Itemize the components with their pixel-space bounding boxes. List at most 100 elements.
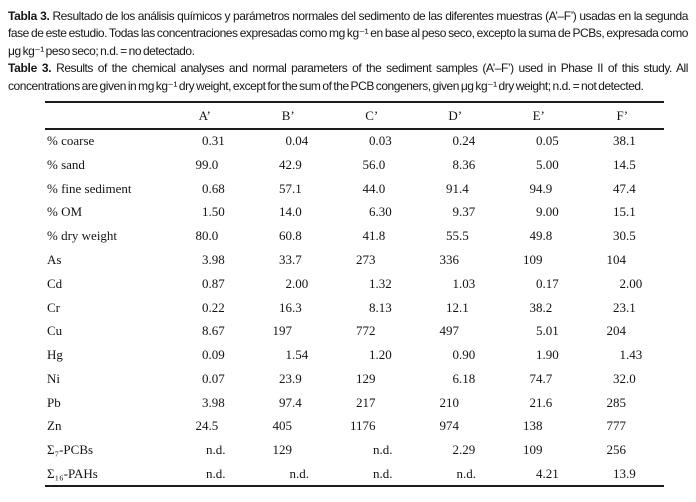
value-cell: 42.9 [247,153,331,177]
value-integer-part: 30 [613,228,626,244]
value-fraction-part: .03 [459,275,476,291]
value-fraction-part: .13 [375,299,392,315]
value-cell: n.d. [247,462,331,486]
value-cell: 14.5 [581,153,665,177]
table-row: % fine sediment 0.68 57.1 44.0 91.4 94.9 47.4 [45,177,664,201]
value-cell: 16.3 [247,296,331,320]
value-integer-part: 0 [452,347,460,363]
value-integer-part: 60 [279,228,292,244]
value-cell: 104 [581,248,665,272]
value-fraction-part: .1 [626,204,636,220]
value-integer-part: 4 [536,465,543,481]
value-fraction-part: .98 [208,251,225,267]
value-fraction-part: .21 [542,465,559,481]
value-fraction-part: .4 [626,180,636,196]
value-cell: 256 [581,438,665,462]
value-integer-part: 129 [356,370,376,386]
value-fraction-part: .04 [292,133,309,149]
value-fraction-part: .24 [459,133,476,149]
value-cell: 5.01 [497,319,581,343]
value-integer-part: 3 [202,394,209,410]
column-header: A’ [198,107,211,123]
value-integer-part: 405 [272,418,293,434]
value-cell: 2.00 [247,272,331,296]
value-cell: 109 [497,438,581,462]
value-integer-part: 497 [439,323,460,339]
value-integer-part: 44 [362,180,376,196]
value-cell: 23.9 [247,367,331,391]
corner-cell [45,102,163,129]
value-fraction-part: .6 [542,394,553,410]
value-integer-part: 0 [202,180,209,196]
value-integer-part: 210 [439,394,460,410]
value-cell: 1176 [330,415,414,439]
value-integer-part: 74 [529,370,543,386]
value-fraction-part: .37 [459,204,476,220]
value-integer-part: 104 [606,251,627,267]
value-cell: 129 [330,367,414,391]
not-detected-value: n.d. [456,465,477,481]
value-cell: 8.36 [414,153,498,177]
table-caption-block: Tabla 3. Resultado de los análisis quími… [8,8,688,95]
value-integer-part: 38 [529,299,543,315]
value-cell: 0.31 [163,129,247,153]
value-integer-part: 1 [202,204,209,220]
value-cell: 1.90 [497,343,581,367]
value-integer-part: 1176 [349,418,376,434]
value-cell: 0.24 [414,129,498,153]
value-fraction-part: .30 [375,204,392,220]
table-row: Σ₇-PCBs n.d. 129 n.d. 2.29 109 256 [45,438,664,462]
value-fraction-part: .18 [459,370,476,386]
value-cell: 405 [247,415,331,439]
value-fraction-part: .1 [626,133,636,149]
value-cell: 217 [330,391,414,415]
value-cell: 15.1 [581,200,665,224]
value-cell: 129 [247,438,331,462]
value-integer-part: 138 [523,418,543,434]
value-integer-part: 109 [523,442,543,458]
value-integer-part: 0 [202,275,209,291]
value-fraction-part: .0 [375,180,386,196]
value-integer-part: 14 [279,204,292,220]
value-integer-part: 217 [356,394,376,410]
row-label: Σ₁₆-PAHs [47,465,98,481]
value-fraction-part: .9 [292,156,302,172]
value-fraction-part: .00 [542,156,559,172]
value-fraction-part: .9 [292,370,302,386]
value-integer-part: 129 [272,442,293,458]
value-cell: 1.43 [581,343,665,367]
table-row: As 3.98 33.7 273 336 109 104 [45,248,664,272]
value-fraction-part: .5 [626,228,636,244]
value-fraction-part: .3 [292,299,302,315]
value-cell: 97.4 [247,391,331,415]
value-integer-part: 56 [362,156,376,172]
row-label: As [47,251,62,267]
value-integer-part: 15 [613,204,626,220]
value-fraction-part: .0 [208,228,219,244]
row-label: % coarse [47,133,95,149]
value-fraction-part: .68 [208,180,225,196]
row-label: % fine sediment [47,180,132,196]
row-label: Zn [47,418,62,434]
value-fraction-part: .00 [626,275,643,291]
value-fraction-part: .9 [626,465,636,481]
value-cell: 21.6 [497,391,581,415]
value-cell: 3.98 [163,391,247,415]
value-integer-part: 1 [619,347,627,363]
value-fraction-part: .67 [208,323,225,339]
value-fraction-part: .17 [542,275,559,291]
value-cell: 4.21 [497,462,581,486]
value-cell: 210 [414,391,498,415]
value-integer-part: 0 [202,347,209,363]
value-cell: 0.87 [163,272,247,296]
value-integer-part: 23 [279,370,292,386]
value-integer-part: 5 [536,323,543,339]
value-integer-part: 41 [362,228,376,244]
value-integer-part: 0 [536,275,543,291]
value-integer-part: 204 [606,323,627,339]
table-row: % dry weight 80.0 60.8 41.8 55.5 49.8 30.5 [45,224,664,248]
value-fraction-part: .22 [208,299,225,315]
row-label: % sand [47,156,85,172]
value-cell: 8.67 [163,319,247,343]
value-cell: 57.1 [247,177,331,201]
